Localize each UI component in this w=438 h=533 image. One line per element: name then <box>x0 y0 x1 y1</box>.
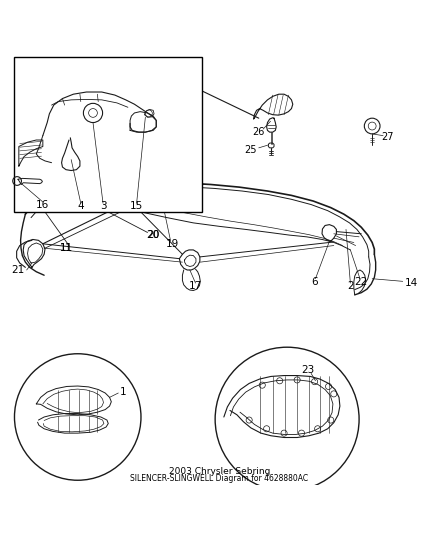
Text: SILENCER-SLINGWELL Diagram for 4628880AC: SILENCER-SLINGWELL Diagram for 4628880AC <box>130 473 308 482</box>
Text: 3: 3 <box>99 201 106 211</box>
Text: 2: 2 <box>346 281 353 291</box>
Text: 23: 23 <box>300 365 314 375</box>
Text: 6: 6 <box>311 277 317 287</box>
Text: 15: 15 <box>130 201 143 211</box>
Text: 25: 25 <box>244 144 257 155</box>
Text: 20: 20 <box>146 230 159 240</box>
Text: 11: 11 <box>59 243 72 253</box>
Text: 21: 21 <box>11 265 25 275</box>
Text: 27: 27 <box>380 132 393 141</box>
Text: 16: 16 <box>36 199 49 209</box>
Text: 14: 14 <box>404 278 417 288</box>
Text: 11: 11 <box>60 243 72 253</box>
Text: 22: 22 <box>354 277 367 287</box>
Text: 1: 1 <box>119 387 126 397</box>
Text: 4: 4 <box>77 201 84 211</box>
Text: 17: 17 <box>188 281 201 291</box>
Text: 20: 20 <box>147 230 159 240</box>
Text: 2003 Chrysler Sebring: 2003 Chrysler Sebring <box>169 467 269 476</box>
Text: 26: 26 <box>252 127 265 137</box>
Text: 19: 19 <box>166 239 179 249</box>
Bar <box>14 57 201 212</box>
